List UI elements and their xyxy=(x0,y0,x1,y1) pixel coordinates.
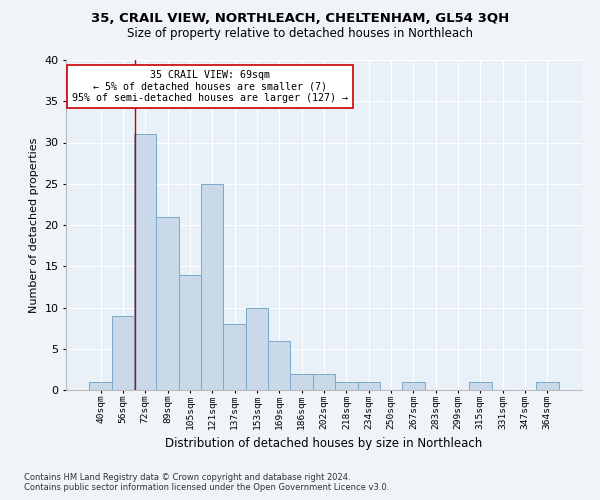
Bar xyxy=(246,308,268,390)
Bar xyxy=(157,217,179,390)
Text: Contains HM Land Registry data © Crown copyright and database right 2024.: Contains HM Land Registry data © Crown c… xyxy=(24,472,350,482)
Bar xyxy=(290,374,313,390)
Bar xyxy=(201,184,223,390)
Bar xyxy=(402,382,425,390)
Bar xyxy=(179,274,201,390)
Text: Contains public sector information licensed under the Open Government Licence v3: Contains public sector information licen… xyxy=(24,484,389,492)
Bar xyxy=(358,382,380,390)
Y-axis label: Number of detached properties: Number of detached properties xyxy=(29,138,38,312)
Bar xyxy=(223,324,246,390)
Bar xyxy=(313,374,335,390)
Bar xyxy=(335,382,358,390)
Text: 35 CRAIL VIEW: 69sqm
← 5% of detached houses are smaller (7)
95% of semi-detache: 35 CRAIL VIEW: 69sqm ← 5% of detached ho… xyxy=(73,70,349,103)
Bar xyxy=(134,134,157,390)
Text: Size of property relative to detached houses in Northleach: Size of property relative to detached ho… xyxy=(127,28,473,40)
Text: 35, CRAIL VIEW, NORTHLEACH, CHELTENHAM, GL54 3QH: 35, CRAIL VIEW, NORTHLEACH, CHELTENHAM, … xyxy=(91,12,509,26)
Bar xyxy=(112,316,134,390)
X-axis label: Distribution of detached houses by size in Northleach: Distribution of detached houses by size … xyxy=(166,437,482,450)
Bar xyxy=(89,382,112,390)
Bar xyxy=(268,340,290,390)
Bar xyxy=(469,382,491,390)
Bar xyxy=(536,382,559,390)
